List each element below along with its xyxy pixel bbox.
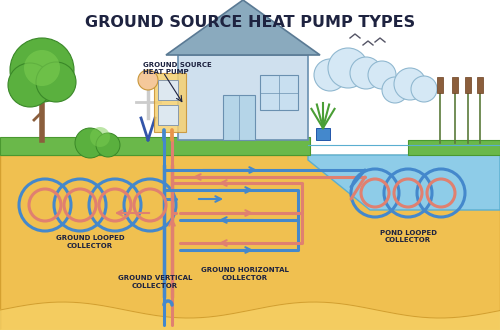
Bar — [0, 0, 500, 155]
Text: GROUND VERTICAL
COLLECTOR: GROUND VERTICAL COLLECTOR — [118, 275, 192, 288]
Text: POND LOOPED
COLLECTOR: POND LOOPED COLLECTOR — [380, 230, 436, 244]
Bar — [465, 77, 471, 93]
Bar — [316, 128, 330, 140]
Circle shape — [394, 68, 426, 100]
Bar — [477, 77, 483, 93]
Circle shape — [350, 57, 382, 89]
Polygon shape — [166, 0, 320, 55]
Bar — [158, 80, 178, 100]
Text: GROUND LOOPED
COLLECTOR: GROUND LOOPED COLLECTOR — [56, 235, 124, 248]
Circle shape — [411, 76, 437, 102]
Polygon shape — [308, 140, 500, 210]
Bar — [223, 95, 255, 140]
Text: GROUND SOURCE HEAT PUMP TYPES: GROUND SOURCE HEAT PUMP TYPES — [85, 15, 415, 30]
Circle shape — [24, 50, 60, 86]
Circle shape — [90, 127, 110, 147]
Circle shape — [75, 128, 105, 158]
Bar — [158, 105, 178, 125]
Bar — [154, 73, 186, 132]
Circle shape — [328, 48, 368, 88]
Bar — [0, 137, 310, 155]
Circle shape — [138, 70, 158, 90]
Bar — [260, 75, 298, 110]
Bar — [437, 77, 443, 93]
Circle shape — [36, 62, 76, 102]
Circle shape — [314, 59, 346, 91]
Text: GROUND SOURCE
HEAT PUMP: GROUND SOURCE HEAT PUMP — [143, 62, 212, 76]
Bar — [408, 140, 500, 155]
Circle shape — [10, 38, 74, 102]
Circle shape — [96, 133, 120, 157]
Circle shape — [382, 77, 408, 103]
Text: GROUND HORIZONTAL
COLLECTOR: GROUND HORIZONTAL COLLECTOR — [201, 267, 289, 280]
Circle shape — [368, 61, 396, 89]
Bar — [178, 55, 308, 140]
Bar — [452, 77, 458, 93]
Bar — [0, 155, 500, 330]
Circle shape — [8, 63, 52, 107]
